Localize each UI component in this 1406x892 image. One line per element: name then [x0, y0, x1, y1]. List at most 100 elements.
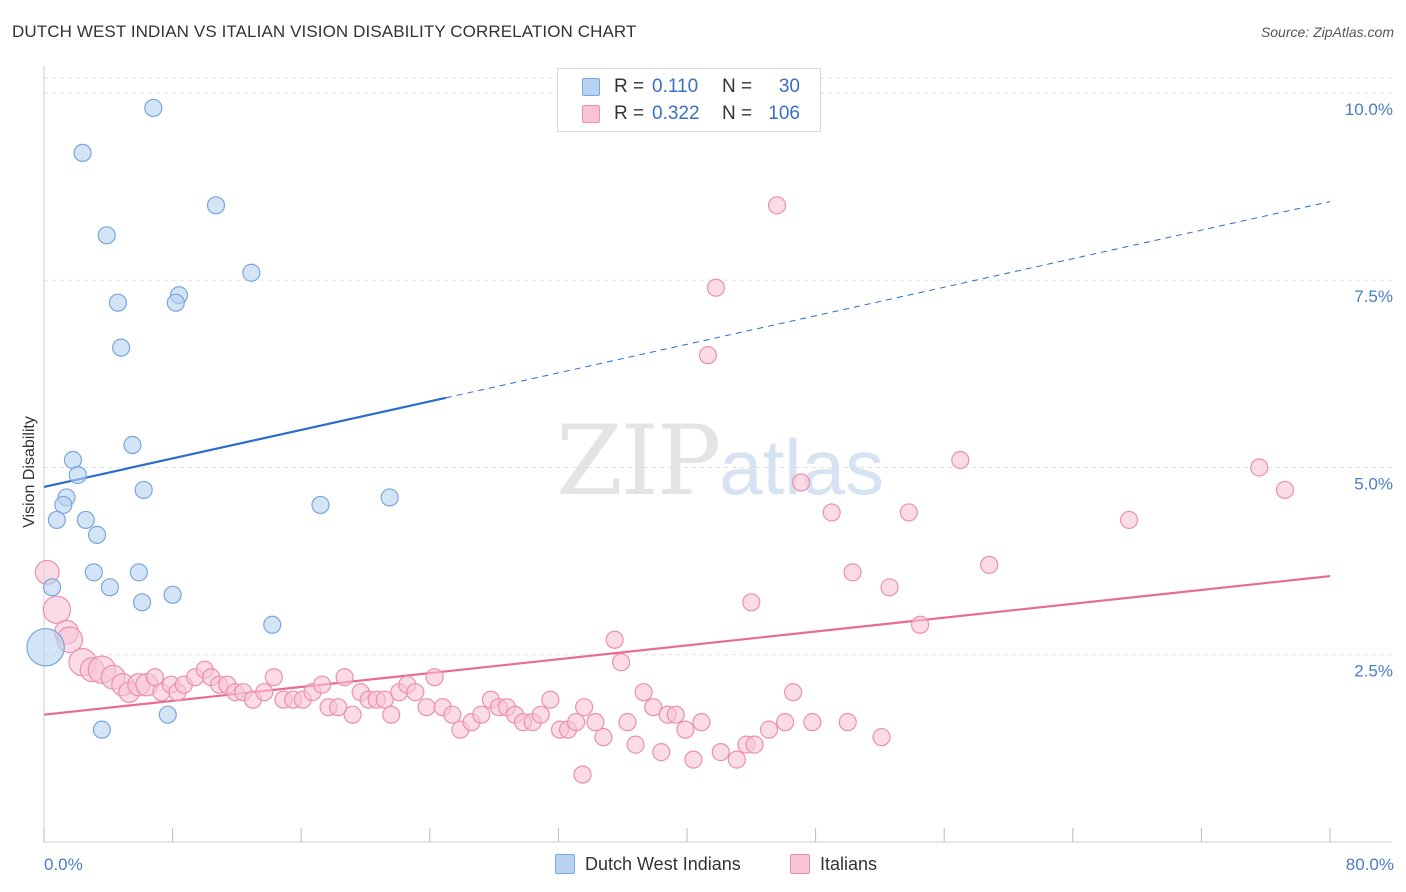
point-italians [652, 743, 671, 762]
trend-layer [43, 201, 1331, 716]
point-dutch-west-indians [26, 627, 65, 667]
point-italians [343, 705, 362, 724]
point-dutch-west-indians [47, 510, 66, 530]
axis-layer [43, 66, 1392, 843]
point-italians [698, 346, 717, 365]
point-italians [872, 728, 891, 747]
point-dutch-west-indians [263, 615, 282, 634]
point-italians [745, 735, 764, 754]
point-dutch-west-indians [206, 196, 226, 215]
point-italians [618, 713, 637, 732]
point-italians [531, 705, 550, 724]
point-dutch-west-indians [166, 293, 185, 312]
bottom-legend-swatch-pink [790, 854, 810, 874]
point-italians [417, 698, 436, 717]
watermark-zip: ZIP [556, 405, 721, 517]
point-italians [312, 675, 332, 694]
legend-row-italians: R = 0.322 N = 106 [582, 102, 800, 126]
point-italians [783, 683, 803, 702]
point-italians [843, 563, 862, 582]
point-dutch-west-indians [380, 488, 399, 507]
point-dutch-west-indians [54, 495, 73, 515]
point-italians [575, 698, 594, 717]
legend-r-label: R = [614, 76, 645, 97]
point-dutch-west-indians [158, 705, 177, 724]
point-italians [980, 555, 999, 574]
legend-n-value: 30 [778, 76, 800, 97]
point-italians [910, 615, 930, 634]
point-dutch-west-indians [97, 226, 116, 245]
point-italians [822, 503, 841, 522]
watermark-atlas: atlas [719, 423, 884, 511]
legend-row-dutch-west-indians: R = 0.110 N = 30 [582, 75, 800, 99]
point-italians [626, 735, 645, 754]
point-italians [711, 743, 730, 762]
bottom-legend-dutch-west-indians: Dutch West Indians [555, 852, 741, 876]
x-tick-label: 80.0% [1346, 855, 1394, 874]
point-dutch-west-indians [84, 563, 103, 582]
y-tick-label: 7.5% [1354, 287, 1393, 306]
legend-n-label: N = [722, 76, 753, 97]
legend-swatch-blue [582, 78, 600, 96]
bottom-legend-swatch-blue [555, 854, 575, 874]
point-italians [676, 720, 695, 739]
point-dutch-west-indians [129, 563, 148, 582]
point-italians [1119, 510, 1139, 530]
watermark: ZIPatlas [556, 405, 884, 517]
point-dutch-west-indians [108, 293, 128, 312]
point-italians [727, 750, 746, 769]
point-italians [255, 683, 274, 702]
point-italians [951, 450, 970, 470]
point-italians [759, 720, 779, 739]
point-italians [1250, 458, 1269, 477]
point-italians [573, 765, 592, 784]
point-dutch-west-indians [144, 98, 163, 118]
point-dutch-west-indians [242, 263, 261, 282]
point-dutch-west-indians [134, 480, 153, 500]
point-dutch-west-indians [63, 450, 83, 470]
point-italians [605, 630, 624, 649]
x-tick-label: 0.0% [44, 855, 83, 874]
trend-line-dutch-west-indians [43, 396, 447, 489]
point-italians [767, 196, 787, 215]
legend-r-value: 0.110 [652, 76, 699, 97]
legend-n-value: 106 [768, 103, 800, 124]
point-italians [634, 683, 653, 702]
point-dutch-west-indians [100, 578, 120, 597]
point-dutch-west-indians [73, 143, 92, 163]
point-italians [666, 705, 685, 724]
point-dutch-west-indians [311, 495, 330, 515]
point-italians [1275, 480, 1295, 500]
point-dutch-west-indians [92, 720, 111, 739]
point-italians [443, 705, 462, 724]
point-italians [899, 503, 918, 522]
point-italians [264, 668, 283, 687]
legend-swatch-pink [582, 105, 600, 123]
point-dutch-west-indians [123, 435, 142, 455]
point-italians [329, 698, 348, 717]
y-axis-label: Vision Disability [21, 416, 38, 528]
point-italians [742, 593, 761, 612]
trend-line-dutch-west-indians-dashed [445, 201, 1331, 399]
point-italians [145, 668, 165, 687]
source-label: Source: ZipAtlas.com [1260, 24, 1394, 40]
point-italians [406, 683, 425, 702]
point-italians [684, 750, 703, 769]
grid-layer [44, 77, 1392, 656]
point-italians [425, 668, 444, 687]
stats-legend: R = 0.110 N = 30 R = 0.322 N = 106 [557, 68, 821, 132]
label-layer: 2.5% 5.0% 7.5% 10.0% 0.0% 80.0% Vision Disabil… [21, 100, 1394, 874]
bottom-legend-label: Dutch West Indians [585, 853, 741, 874]
point-italians [335, 668, 354, 687]
bottom-legend-label: Italians [820, 853, 878, 874]
point-dutch-west-indians [68, 465, 87, 485]
point-italians [586, 713, 605, 732]
point-italians [382, 705, 401, 724]
point-italians [472, 705, 491, 724]
point-italians [880, 578, 899, 597]
point-italians [42, 595, 72, 625]
point-dutch-west-indians [132, 593, 152, 612]
point-italians [611, 653, 631, 672]
point-italians [594, 728, 613, 747]
